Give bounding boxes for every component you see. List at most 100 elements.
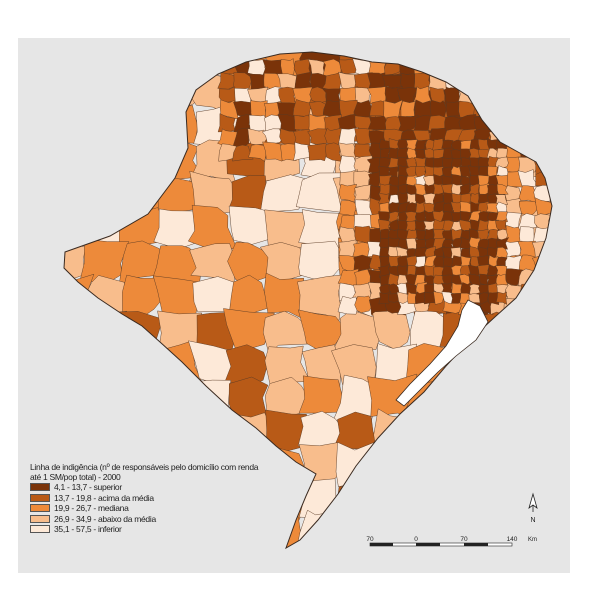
municipality-region: [511, 67, 552, 109]
municipality-region: [531, 254, 552, 272]
municipality-region: [83, 378, 130, 421]
municipality-region: [445, 407, 484, 456]
municipality-region: [353, 184, 372, 203]
municipality-region: [194, 412, 239, 452]
municipality-region: [514, 376, 552, 421]
municipality-region: [191, 379, 232, 421]
municipality-region: [533, 157, 552, 176]
state-outline: [63, 51, 553, 550]
municipality-region: [262, 141, 284, 162]
municipality-region: [535, 171, 552, 187]
municipality-region: [373, 477, 411, 525]
municipality-region: [514, 52, 552, 78]
municipality-region: [440, 476, 490, 525]
municipality-region: [495, 156, 509, 169]
municipality-region: [120, 67, 167, 114]
municipality-region: [398, 115, 419, 133]
municipality-region: [337, 296, 359, 315]
municipality-region: [477, 479, 526, 524]
municipality-region: [548, 73, 552, 109]
municipality-region: [80, 135, 130, 182]
municipality-region: [119, 109, 164, 148]
municipality-region: [516, 113, 537, 134]
municipality-region: [553, 375, 589, 419]
municipality-region: [84, 172, 130, 212]
municipality-region: [373, 408, 413, 450]
municipality-region: [408, 416, 452, 455]
municipality-region: [153, 208, 196, 250]
municipality-region: [64, 409, 94, 450]
municipality-region: [495, 273, 509, 287]
municipality-region: [261, 128, 284, 144]
municipality-region: [495, 219, 507, 232]
municipality-region: [535, 268, 552, 287]
municipality-region: [548, 205, 552, 253]
scale-tick-label: 70: [460, 536, 468, 543]
municipality-region: [476, 442, 525, 490]
municipality-region: [533, 113, 552, 132]
municipality-region: [64, 106, 94, 145]
municipality-region: [458, 71, 477, 90]
municipality-region: [517, 99, 539, 119]
municipality-region: [405, 478, 455, 524]
municipality-region: [481, 52, 526, 80]
municipality-region: [229, 274, 269, 314]
municipality-region: [64, 273, 95, 321]
municipality-region: [548, 517, 552, 548]
municipality-region: [441, 381, 490, 417]
municipality-region: [82, 409, 131, 450]
municipality-region: [532, 86, 552, 105]
municipality-region: [280, 58, 295, 76]
municipality-region: [224, 344, 269, 386]
municipality-region: [232, 127, 250, 147]
municipality-region: [372, 446, 418, 487]
municipality-region: [518, 71, 538, 90]
municipality-region: [476, 408, 524, 453]
municipality-region: [554, 103, 589, 149]
municipality-region: [488, 87, 509, 106]
municipality-region: [487, 59, 507, 78]
municipality-region: [547, 52, 552, 79]
legend-row: 13,7 - 19,8 - acima da média: [30, 493, 320, 504]
municipality-region: [414, 139, 428, 151]
municipality-region: [479, 292, 490, 305]
municipality-region: [551, 139, 552, 184]
legend-label: 4,1 - 13,7 - superior: [54, 482, 122, 493]
municipality-region: [556, 310, 588, 352]
municipality-region: [552, 546, 589, 589]
municipality-region: [520, 281, 538, 301]
legend-label: 35,1 - 57,5 - inferior: [54, 524, 122, 535]
legend-row: 4,1 - 13,7 - superior: [30, 482, 320, 493]
municipality-region: [534, 129, 552, 146]
municipality-region: [407, 444, 455, 486]
municipality-region: [531, 241, 552, 259]
municipality-region: [115, 412, 162, 452]
municipality-region: [519, 127, 537, 148]
municipality-region: [474, 58, 493, 77]
municipality-region: [226, 544, 275, 548]
legend-title-line1: Linha de indigência (nº de responsáveis …: [30, 462, 259, 472]
north-label: N: [530, 517, 535, 524]
municipality-region: [473, 100, 495, 118]
municipality-region: [534, 197, 552, 216]
municipality-region: [485, 202, 498, 214]
municipality-region: [298, 375, 343, 414]
municipality-region: [160, 69, 201, 114]
municipality-region: [153, 413, 194, 451]
municipality-region: [511, 308, 552, 353]
municipality-region: [518, 86, 537, 104]
municipality-region: [297, 309, 346, 349]
municipality-region: [308, 101, 327, 117]
municipality-region: [479, 310, 525, 352]
municipality-region: [444, 60, 464, 76]
municipality-region: [248, 144, 268, 162]
municipality-region: [232, 144, 254, 162]
municipality-region: [115, 311, 161, 354]
legend-swatch: [30, 514, 50, 523]
municipality-region: [122, 274, 164, 317]
municipality-region: [547, 273, 552, 316]
municipality-region: [518, 58, 537, 78]
municipality-region: [64, 75, 93, 111]
legend-row: 26,9 - 34,9 - abaixo da média: [30, 514, 320, 525]
municipality-region: [64, 306, 95, 353]
